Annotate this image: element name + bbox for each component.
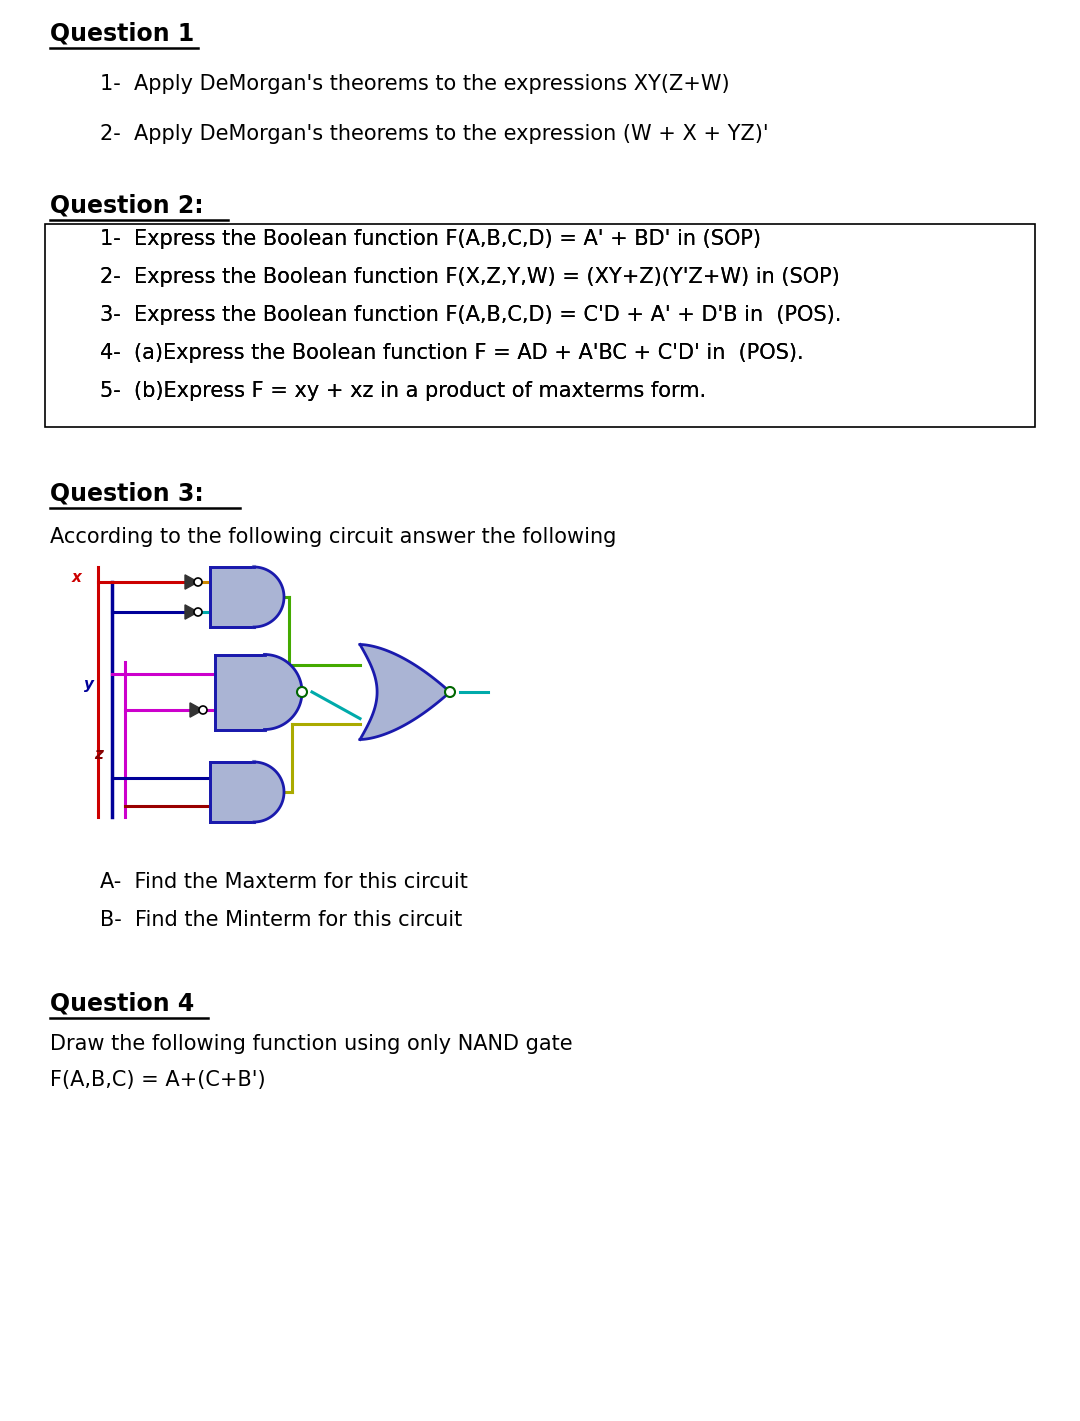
- Polygon shape: [360, 645, 450, 739]
- Text: 2-  Express the Boolean function F(X,Z,Y,W) = (XY+Z)(Y'Z+W) in (SOP): 2- Express the Boolean function F(X,Z,Y,…: [100, 267, 840, 287]
- Circle shape: [297, 686, 307, 696]
- Text: Question 1: Question 1: [50, 21, 194, 45]
- Text: According to the following circuit answer the following: According to the following circuit answe…: [50, 527, 617, 547]
- Text: 4-  (a)Express the Boolean function F = AD + A'BC + C'D' in  (POS).: 4- (a)Express the Boolean function F = A…: [100, 342, 804, 362]
- Polygon shape: [185, 576, 198, 590]
- Text: 3-  Express the Boolean function F(A,B,C,D) = C'D + A' + D'B in  (POS).: 3- Express the Boolean function F(A,B,C,…: [100, 306, 841, 325]
- Bar: [210, 762, 254, 821]
- Text: 1-  Express the Boolean function F(A,B,C,D) = A' + BD' in (SOP): 1- Express the Boolean function F(A,B,C,…: [100, 229, 761, 249]
- Text: 1-  Express the Boolean function F(A,B,C,D) = A' + BD' in (SOP): 1- Express the Boolean function F(A,B,C,…: [100, 229, 761, 249]
- Bar: [45, 225, 1035, 426]
- Text: 3-  Express the Boolean function F(A,B,C,D) = C'D + A' + D'B in  (POS).: 3- Express the Boolean function F(A,B,C,…: [100, 306, 841, 325]
- Text: 5-  (b)Express F = xy + xz in a product of maxterms form.: 5- (b)Express F = xy + xz in a product o…: [100, 381, 706, 401]
- Text: 1-  Apply DeMorgan's theorems to the expressions XY(Z+W): 1- Apply DeMorgan's theorems to the expr…: [100, 74, 730, 94]
- Circle shape: [445, 686, 455, 696]
- Text: Question 2:: Question 2:: [50, 195, 204, 217]
- Circle shape: [194, 578, 202, 585]
- Circle shape: [199, 706, 207, 713]
- Text: 5-  (b)Express F = xy + xz in a product of maxterms form.: 5- (b)Express F = xy + xz in a product o…: [100, 381, 706, 401]
- Text: Question 3:: Question 3:: [50, 482, 204, 506]
- Polygon shape: [185, 605, 198, 620]
- Bar: [215, 655, 265, 729]
- Text: z: z: [94, 747, 103, 762]
- Text: 4-  (a)Express the Boolean function F = AD + A'BC + C'D' in  (POS).: 4- (a)Express the Boolean function F = A…: [100, 342, 804, 362]
- Text: y: y: [84, 676, 94, 692]
- Text: 2-  Apply DeMorgan's theorems to the expression (W + X + YZ)': 2- Apply DeMorgan's theorems to the expr…: [100, 124, 769, 144]
- Text: Question 4: Question 4: [50, 992, 194, 1016]
- Text: B-  Find the Minterm for this circuit: B- Find the Minterm for this circuit: [100, 909, 462, 929]
- Bar: [210, 567, 254, 627]
- Text: F(A,B,C) = A+(C+B'): F(A,B,C) = A+(C+B'): [50, 1070, 266, 1090]
- Polygon shape: [190, 703, 203, 718]
- Text: 2-  Express the Boolean function F(X,Z,Y,W) = (XY+Z)(Y'Z+W) in (SOP): 2- Express the Boolean function F(X,Z,Y,…: [100, 267, 840, 287]
- Polygon shape: [265, 655, 302, 729]
- Polygon shape: [254, 567, 284, 627]
- Text: x: x: [72, 570, 82, 585]
- Circle shape: [194, 608, 202, 615]
- Text: A-  Find the Maxterm for this circuit: A- Find the Maxterm for this circuit: [100, 872, 468, 892]
- Polygon shape: [254, 762, 284, 821]
- Text: Draw the following function using only NAND gate: Draw the following function using only N…: [50, 1034, 572, 1054]
